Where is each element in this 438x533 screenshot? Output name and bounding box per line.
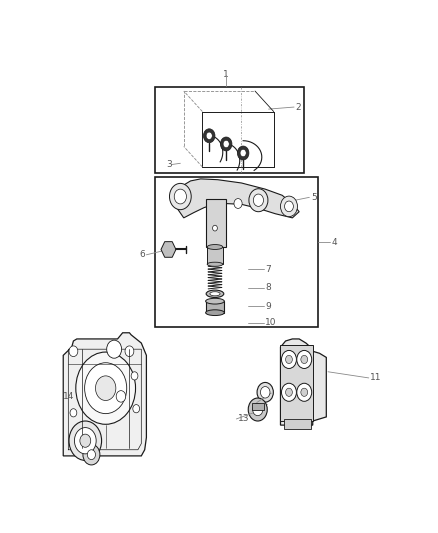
Circle shape [301, 388, 307, 397]
Circle shape [174, 189, 187, 204]
Circle shape [280, 196, 297, 216]
Circle shape [220, 137, 232, 151]
Polygon shape [161, 241, 176, 257]
Text: 5: 5 [311, 193, 317, 202]
Bar [251, 403, 264, 409]
Text: 9: 9 [265, 302, 271, 311]
Circle shape [125, 346, 134, 357]
Circle shape [70, 409, 77, 417]
Circle shape [285, 201, 293, 212]
Circle shape [116, 391, 126, 402]
Bar [205, 301, 224, 313]
Bar [155, 86, 304, 173]
Ellipse shape [205, 298, 224, 304]
Polygon shape [280, 339, 326, 425]
Circle shape [87, 450, 95, 459]
Circle shape [212, 225, 217, 231]
Circle shape [95, 376, 116, 400]
Text: 6: 6 [139, 251, 145, 259]
Circle shape [237, 146, 249, 160]
Ellipse shape [207, 262, 223, 266]
Circle shape [131, 372, 138, 380]
Ellipse shape [205, 310, 224, 316]
Circle shape [69, 421, 102, 461]
Text: 2: 2 [296, 102, 301, 111]
Circle shape [133, 405, 140, 413]
Circle shape [301, 356, 307, 364]
Circle shape [69, 346, 78, 357]
Text: 1: 1 [223, 70, 229, 79]
Polygon shape [284, 419, 311, 429]
Ellipse shape [210, 292, 220, 296]
Circle shape [223, 140, 229, 148]
Circle shape [76, 352, 135, 424]
Bar [206, 199, 226, 247]
Circle shape [253, 403, 263, 416]
Circle shape [83, 445, 100, 465]
Text: 12: 12 [258, 398, 270, 407]
Text: 14: 14 [63, 392, 74, 401]
Circle shape [282, 350, 297, 368]
Circle shape [286, 388, 293, 397]
Circle shape [297, 350, 312, 368]
Circle shape [240, 149, 246, 157]
Bar [155, 177, 318, 327]
Bar [280, 345, 313, 421]
Ellipse shape [206, 290, 224, 297]
Text: 11: 11 [371, 374, 382, 382]
Circle shape [286, 356, 293, 364]
Text: 3: 3 [167, 160, 173, 169]
Text: 7: 7 [265, 265, 271, 273]
Circle shape [253, 194, 264, 206]
Circle shape [261, 386, 270, 398]
Polygon shape [175, 179, 299, 218]
Text: 4: 4 [332, 238, 337, 247]
Ellipse shape [207, 245, 223, 249]
Circle shape [234, 199, 242, 208]
Circle shape [80, 434, 91, 447]
Circle shape [203, 129, 215, 143]
Text: 10: 10 [265, 318, 277, 327]
Circle shape [170, 183, 191, 209]
Circle shape [257, 383, 273, 402]
Circle shape [74, 427, 96, 454]
Circle shape [206, 132, 212, 140]
Circle shape [249, 189, 268, 212]
Polygon shape [63, 333, 146, 456]
Circle shape [85, 363, 127, 414]
Circle shape [297, 383, 312, 401]
Circle shape [282, 383, 297, 401]
Bar [207, 247, 223, 264]
Text: 8: 8 [265, 283, 271, 292]
Circle shape [248, 398, 267, 421]
Text: 13: 13 [238, 415, 250, 423]
Circle shape [107, 340, 122, 358]
